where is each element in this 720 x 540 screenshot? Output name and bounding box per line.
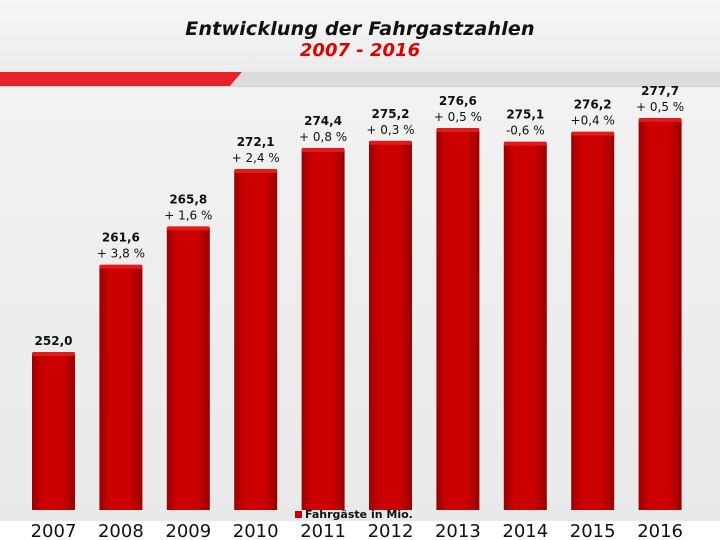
bar-cap-2009: [166, 226, 210, 231]
bar-2007: [32, 354, 75, 510]
value-label: 265,8: [169, 192, 207, 206]
bar-2012: [369, 142, 412, 511]
bar-2013: [436, 130, 480, 510]
bar-2014: [503, 143, 547, 510]
chart-title: Entwicklung der Fahrgastzahlen: [185, 18, 535, 40]
chart-subtitle: 2007 - 2016: [299, 40, 421, 61]
change-label: + 0,5 %: [434, 110, 482, 124]
value-label: 252,0: [35, 334, 73, 348]
bar-cap-2012: [369, 140, 412, 145]
bar-2015: [571, 133, 615, 510]
change-label: + 3,8 %: [97, 247, 145, 261]
chart-header: Entwicklung der Fahrgastzahlen 2007 - 20…: [0, 0, 720, 72]
change-label: + 2,4 %: [232, 151, 280, 165]
value-label: 272,1: [237, 135, 275, 149]
legend-label: Fahrgäste in Mio.: [305, 507, 413, 521]
change-label: + 1,6 %: [164, 208, 212, 222]
value-label: 275,1: [506, 108, 544, 122]
bar-2009: [166, 228, 210, 510]
x-tick-label: 2012: [368, 521, 414, 540]
bar-cap-2010: [234, 168, 278, 173]
x-tick-label: 2016: [637, 521, 683, 540]
value-label: 276,6: [439, 94, 477, 108]
value-label: 277,7: [641, 84, 679, 98]
bar-2010: [234, 170, 278, 510]
change-label: +0,4 %: [571, 114, 615, 128]
value-label: 276,2: [574, 98, 612, 112]
bar-cap-2008: [99, 264, 143, 269]
legend-swatch: [295, 510, 302, 518]
bar-cap-2013: [436, 128, 480, 133]
change-label: + 0,8 %: [299, 130, 347, 144]
bar-cap-2016: [638, 118, 682, 122]
value-label: 261,6: [102, 231, 140, 245]
x-tick-label: 2014: [502, 521, 548, 540]
x-tick-label: 2009: [165, 521, 211, 540]
change-label: + 0,5 %: [636, 100, 684, 114]
x-tick-label: 2011: [300, 521, 346, 540]
bar-cap-2014: [503, 141, 547, 146]
value-label: 275,2: [372, 107, 410, 121]
bar-2016: [638, 120, 682, 510]
x-tick-label: 2008: [98, 521, 144, 540]
x-tick-label: 2007: [31, 521, 77, 540]
x-tick-label: 2015: [570, 521, 616, 540]
header-red-stripe: [0, 72, 720, 86]
bar-2008: [99, 266, 143, 510]
bar-cap-2015: [571, 131, 615, 136]
legend: Fahrgäste in Mio.: [295, 506, 413, 522]
bar-cap-2007: [32, 352, 75, 356]
change-label: + 0,3 %: [366, 123, 414, 137]
value-label: 274,4: [304, 114, 342, 128]
x-tick-label: 2010: [233, 521, 279, 540]
change-label: -0,6 %: [506, 124, 545, 138]
x-tick-label: 2013: [435, 521, 481, 540]
bar-2011: [301, 150, 345, 510]
bar-cap-2011: [301, 148, 345, 153]
